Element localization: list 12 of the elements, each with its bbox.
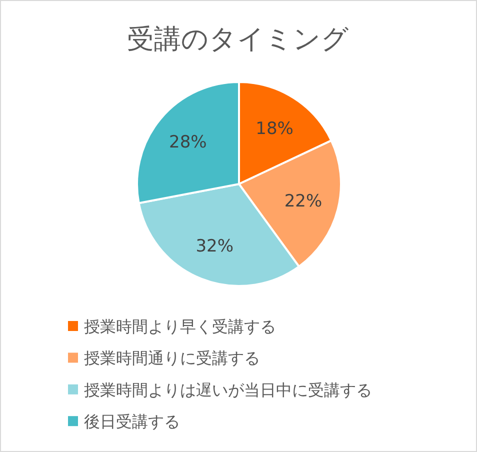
- legend-label: 授業時間よりは遅いが当日中に受講する: [84, 380, 372, 400]
- data-label: 28%: [169, 132, 207, 153]
- pie-slice: [238, 140, 342, 268]
- legend-label: 後日受講する: [84, 412, 180, 432]
- data-label: 22%: [284, 191, 322, 212]
- data-label: 32%: [196, 236, 234, 257]
- legend-label: 授業時間より早く受講する: [84, 317, 276, 336]
- legend-label: 授業時間通りに受講する: [84, 348, 260, 368]
- pie-slice: [136, 81, 240, 204]
- pie-slice: [238, 81, 332, 185]
- chart-title: 受講のタイミング: [127, 24, 349, 55]
- data-label: 18%: [256, 119, 294, 140]
